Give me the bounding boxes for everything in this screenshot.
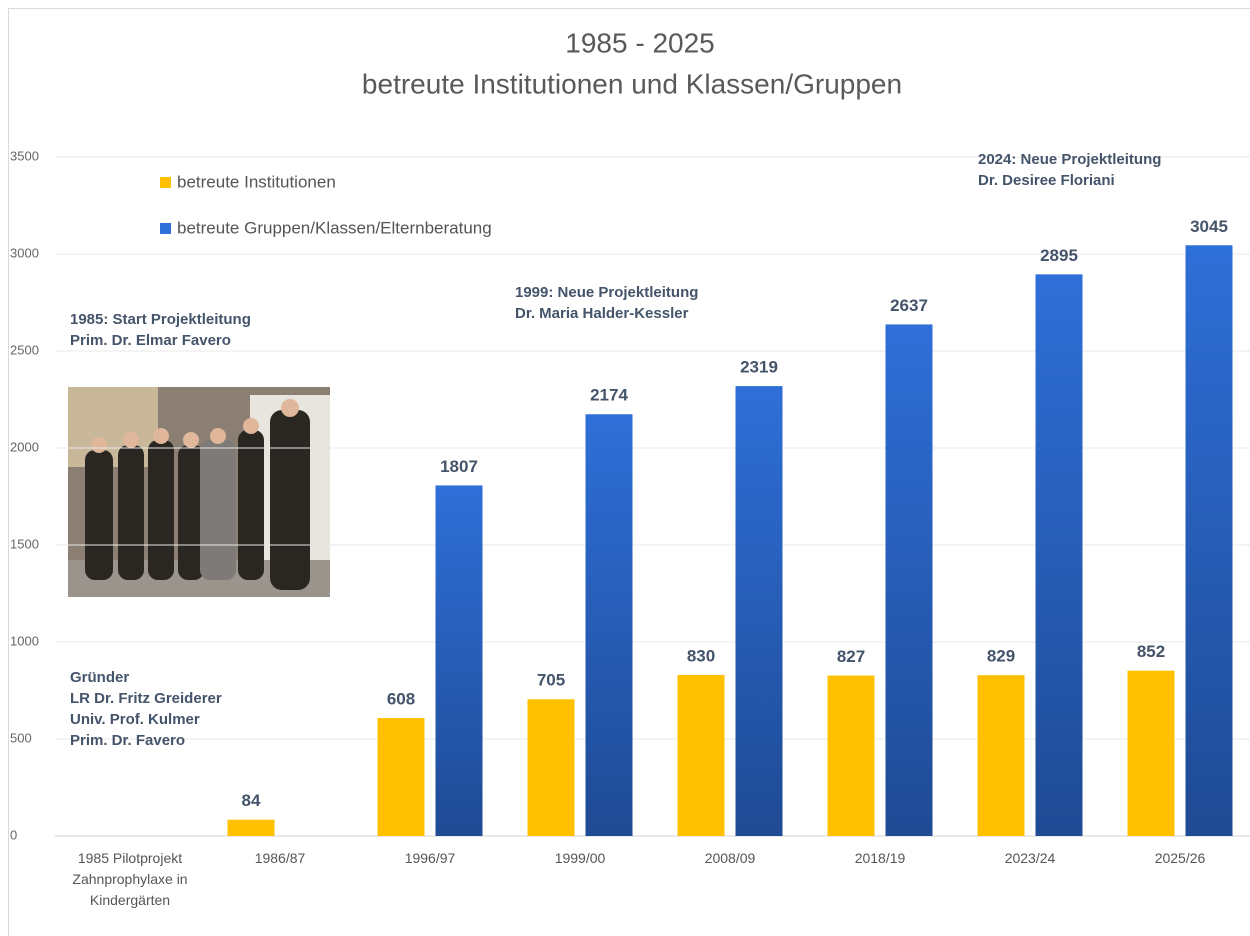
data-label: 2319 — [740, 358, 778, 377]
data-label: 1807 — [440, 457, 478, 476]
data-label: 2174 — [590, 386, 628, 405]
bar — [677, 674, 725, 836]
x-tick-label: 1996/97 — [404, 850, 456, 866]
bar — [977, 675, 1025, 836]
data-label: 829 — [987, 647, 1015, 666]
y-tick-label: 3000 — [10, 245, 39, 260]
x-tick-label: 1986/87 — [254, 850, 306, 866]
data-label: 705 — [537, 671, 565, 690]
annotation: Prim. Dr. Elmar Favero — [70, 332, 231, 349]
annotation: Univ. Prof. Kulmer — [70, 711, 200, 728]
annotation: Prim. Dr. Favero — [70, 732, 185, 749]
bar — [1127, 670, 1175, 836]
data-label: 2637 — [890, 296, 928, 315]
x-tick-label: 1999/00 — [554, 850, 606, 866]
x-tick-label: 1985 Pilotprojekt Zahnprophylaxe in Kind… — [72, 850, 188, 908]
y-tick-label: 500 — [10, 730, 32, 745]
y-tick-label: 2000 — [10, 439, 39, 454]
y-tick-label: 3500 — [10, 148, 39, 163]
bar — [377, 718, 425, 836]
y-tick-label: 1000 — [10, 633, 39, 648]
data-label: 84 — [242, 791, 261, 810]
bar — [735, 386, 783, 836]
y-tick-label: 0 — [10, 827, 17, 842]
bar — [885, 324, 933, 836]
bar — [1035, 274, 1083, 836]
y-tick-label: 1500 — [10, 536, 39, 551]
data-label: 827 — [837, 647, 865, 666]
annotation: 1985: Start Projektleitung — [70, 311, 251, 328]
x-tick-label: 2008/09 — [704, 850, 756, 866]
data-label: 608 — [387, 690, 415, 709]
legend-swatch — [160, 223, 171, 234]
legend-label: betreute Gruppen/Klassen/Elternberatung — [177, 218, 492, 237]
x-tick-label: 2023/24 — [1004, 850, 1056, 866]
legend-swatch — [160, 177, 171, 188]
data-label: 3045 — [1190, 217, 1228, 236]
bar — [435, 485, 483, 836]
annotation: Dr. Desiree Floriani — [978, 172, 1115, 189]
annotation: LR Dr. Fritz Greiderer — [70, 690, 222, 707]
chart-subtitle: betreute Institutionen und Klassen/Grupp… — [362, 68, 902, 99]
chart-title: 1985 - 2025 — [565, 27, 714, 58]
annotation: Dr. Maria Halder-Kessler — [515, 305, 689, 322]
annotation: Gründer — [70, 669, 129, 686]
photo — [68, 387, 330, 597]
frame — [8, 8, 1250, 936]
data-label: 852 — [1137, 642, 1165, 661]
data-label: 2895 — [1040, 246, 1078, 265]
data-label: 830 — [687, 646, 715, 665]
x-tick-label: 2018/19 — [854, 850, 906, 866]
legend-label: betreute Institutionen — [177, 172, 336, 191]
bar — [1185, 245, 1233, 836]
y-tick-label: 2500 — [10, 342, 39, 357]
x-tick-label: 2025/26 — [1154, 850, 1206, 866]
bar — [585, 414, 633, 836]
annotation: 1999: Neue Projektleitung — [515, 284, 698, 301]
bar — [527, 699, 575, 836]
bar — [227, 819, 275, 836]
bar — [827, 675, 875, 836]
annotation: 2024: Neue Projektleitung — [978, 151, 1161, 168]
